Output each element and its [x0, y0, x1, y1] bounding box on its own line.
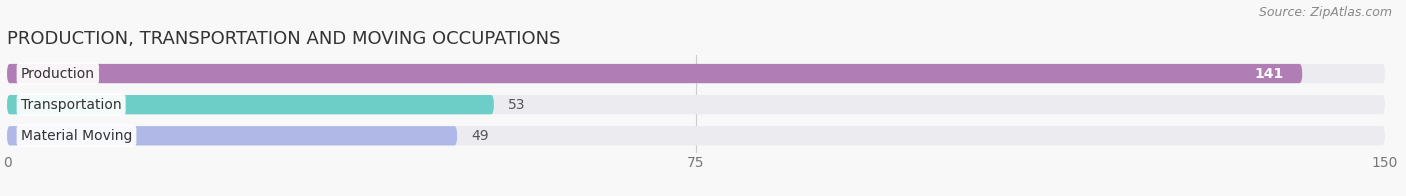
Text: 53: 53	[508, 98, 526, 112]
FancyBboxPatch shape	[7, 126, 1385, 145]
Text: 49: 49	[471, 129, 488, 143]
FancyBboxPatch shape	[7, 64, 1385, 83]
FancyBboxPatch shape	[7, 95, 494, 114]
FancyBboxPatch shape	[7, 64, 1302, 83]
Text: Material Moving: Material Moving	[21, 129, 132, 143]
Text: Production: Production	[21, 67, 94, 81]
Text: PRODUCTION, TRANSPORTATION AND MOVING OCCUPATIONS: PRODUCTION, TRANSPORTATION AND MOVING OC…	[7, 30, 561, 48]
Text: Source: ZipAtlas.com: Source: ZipAtlas.com	[1258, 6, 1392, 19]
FancyBboxPatch shape	[7, 95, 1385, 114]
Text: 141: 141	[1254, 67, 1284, 81]
FancyBboxPatch shape	[7, 126, 457, 145]
Text: Transportation: Transportation	[21, 98, 121, 112]
